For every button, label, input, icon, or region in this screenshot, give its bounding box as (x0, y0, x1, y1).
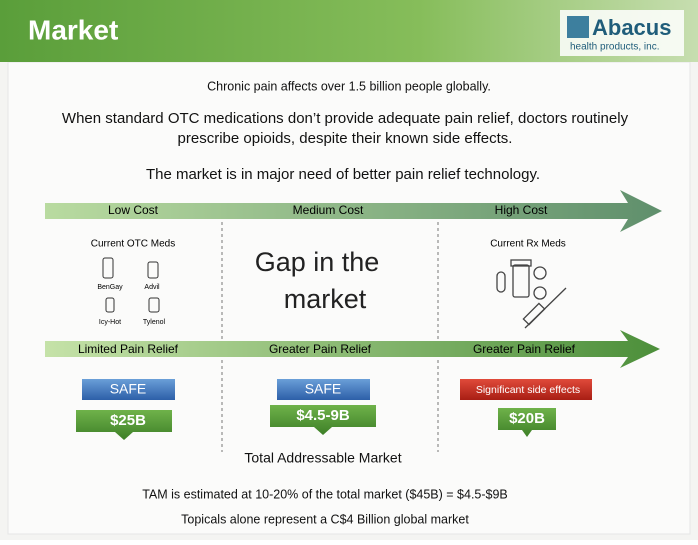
safety-box (277, 379, 370, 400)
product-icon (148, 297, 160, 313)
relief-label: Greater Pain Relief (473, 342, 576, 356)
gap-heading: market (284, 284, 367, 314)
column-heading: Current OTC Meds (91, 239, 175, 250)
product-icon (102, 257, 114, 279)
size-label: $25B (110, 412, 146, 429)
safety-label: SAFE (305, 381, 342, 397)
size-label: $4.5-9B (296, 407, 350, 424)
intro-line: When standard OTC medications don’t prov… (62, 110, 629, 127)
intro-line: prescribe opioids, despite their known s… (178, 130, 513, 147)
rx-icons (496, 259, 567, 329)
safety-box (82, 379, 175, 400)
relief-arrow (45, 330, 660, 368)
product-icon (147, 261, 159, 279)
intro-line: The market is in major need of better pa… (146, 166, 540, 183)
product-label: BenGay (97, 284, 123, 291)
size-badge (76, 410, 172, 440)
product-icon (105, 297, 115, 313)
column-heading: Current Rx Meds (490, 239, 566, 250)
topicals-note: Topicals alone represent a C$4 Billion g… (181, 512, 469, 526)
product-label: Icy-Hot (99, 319, 121, 326)
risk-box (460, 379, 592, 400)
size-badge (498, 408, 556, 437)
logo-sub: health products, inc. (570, 42, 660, 53)
safety-label: SAFE (110, 381, 147, 397)
relief-label: Limited Pain Relief (78, 342, 179, 356)
intro-line: Chronic pain affects over 1.5 billion pe… (207, 79, 491, 93)
cost-label: High Cost (495, 203, 548, 217)
size-label: $20B (509, 410, 545, 427)
title: Market (28, 14, 118, 45)
logo-name: Abacus (592, 15, 671, 40)
cost-arrow (45, 190, 662, 232)
cost-label: Medium Cost (293, 203, 364, 217)
cost-label: Low Cost (108, 203, 159, 217)
product-label: Tylenol (143, 319, 166, 326)
content-panel (7, 61, 691, 535)
tam-note: TAM is estimated at 10-20% of the total … (142, 487, 508, 501)
gap-heading: Gap in the (255, 247, 380, 277)
tam-label: Total Addressable Market (244, 450, 401, 466)
product-label: Advil (144, 284, 160, 291)
relief-label: Greater Pain Relief (269, 342, 372, 356)
safety-label: Significant side effects (476, 384, 580, 396)
size-badge (270, 405, 376, 435)
logo-icon (567, 16, 589, 38)
